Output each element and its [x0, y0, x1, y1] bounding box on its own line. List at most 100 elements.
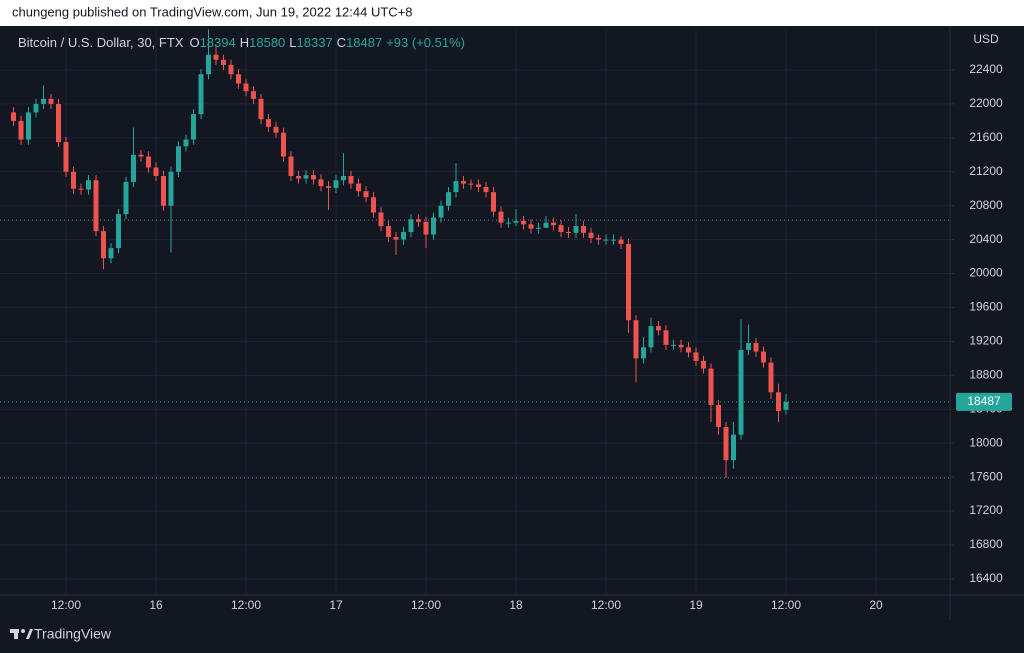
candle-body [258, 98, 264, 120]
candle-body [536, 227, 541, 229]
candle-body [176, 146, 181, 172]
candle-body [438, 205, 444, 218]
candle-body [543, 222, 549, 228]
candle-body [48, 98, 54, 104]
candle-body [686, 347, 691, 353]
candle-body [731, 434, 736, 461]
candle-body [611, 239, 616, 241]
logo-part [26, 629, 33, 639]
candle-body [363, 191, 369, 198]
currency: USD [973, 32, 999, 46]
logo-part [21, 629, 25, 633]
candle-body [566, 231, 571, 233]
candle-body [753, 343, 759, 352]
y-tick-label: 19200 [969, 334, 1003, 348]
candle-body [603, 239, 609, 241]
candle-body [701, 360, 706, 369]
y-tick-label: 19600 [969, 300, 1003, 314]
candle-body [86, 180, 91, 190]
change-label: +93 (+0.51%) [386, 35, 465, 50]
candle-body [641, 347, 646, 359]
y-tick-label: 16400 [969, 571, 1003, 585]
candle-body [423, 221, 429, 235]
candle-body [671, 344, 676, 346]
candle-body [41, 98, 46, 104]
x-tick-label: 12:00 [411, 598, 441, 612]
candle-body [206, 54, 211, 75]
candle-body [386, 226, 391, 238]
candle-body [108, 248, 114, 259]
candle-body [333, 180, 339, 188]
candle-body [153, 167, 159, 177]
candle-body [626, 243, 631, 321]
candle-body [716, 405, 721, 428]
candle-body [461, 181, 466, 184]
candle-body [161, 176, 166, 206]
candle-body [513, 220, 519, 223]
candle-body [378, 212, 384, 227]
y-tick-label: 20400 [969, 232, 1003, 246]
header-bar [0, 0, 1024, 26]
candle-body [348, 176, 354, 184]
ohlc-value: 18487 [346, 35, 382, 50]
y-tick-label: 21200 [969, 164, 1003, 178]
candle-body [648, 326, 654, 348]
candle-body [521, 220, 526, 225]
logo-part [14, 629, 18, 639]
ohlc-label: C [337, 35, 346, 50]
y-tick-label: 18800 [969, 367, 1003, 381]
candle-body [71, 171, 76, 189]
candle-body [101, 231, 106, 259]
candle-body [528, 224, 534, 229]
y-tick-label: 20000 [969, 266, 1003, 280]
candle-body [213, 54, 219, 60]
x-tick-label: 12:00 [231, 598, 261, 612]
y-tick-label: 17600 [969, 469, 1003, 483]
candle-body [431, 217, 436, 235]
candle-body [228, 64, 234, 75]
brand: TradingView [34, 626, 112, 642]
candle-body [468, 183, 474, 185]
candle-body [416, 219, 421, 222]
candle-body [551, 222, 556, 226]
candle-body [138, 154, 144, 157]
ohlc-value: 18337 [297, 35, 333, 50]
candle-body [93, 180, 99, 232]
candle-body [723, 427, 729, 461]
ohlc-value: 18580 [249, 35, 285, 50]
candle-body [738, 349, 744, 435]
x-tick-label: 16 [149, 598, 163, 612]
candle-body [146, 156, 151, 168]
candle-body [483, 187, 489, 193]
candle-body [243, 83, 249, 92]
candle-body [281, 132, 286, 157]
y-tick-label: 16800 [969, 537, 1003, 551]
candle-body [393, 237, 399, 240]
candle-body [768, 362, 774, 393]
candle-body [356, 183, 361, 192]
candle-body [296, 176, 301, 179]
candle-body [123, 181, 129, 215]
candle-body [303, 175, 309, 179]
candle-body [776, 392, 781, 411]
candle-body [266, 119, 271, 127]
candle-body [63, 142, 69, 172]
candle-body [318, 179, 324, 187]
ohlc-label: H [240, 35, 249, 50]
candle-body [236, 74, 241, 84]
candle-body [633, 320, 639, 359]
candle-body [693, 352, 699, 361]
candle-body [191, 114, 196, 140]
y-tick-label: 21600 [969, 130, 1003, 144]
ohlc-value: 18394 [200, 35, 236, 50]
x-tick-label: 17 [329, 598, 343, 612]
candle-body [116, 214, 121, 249]
x-tick-label: 18 [509, 598, 523, 612]
candle-body [341, 176, 346, 181]
candle-body [596, 237, 601, 240]
candle-body [618, 239, 624, 244]
candle-body [401, 231, 406, 240]
candle-body [408, 219, 414, 232]
